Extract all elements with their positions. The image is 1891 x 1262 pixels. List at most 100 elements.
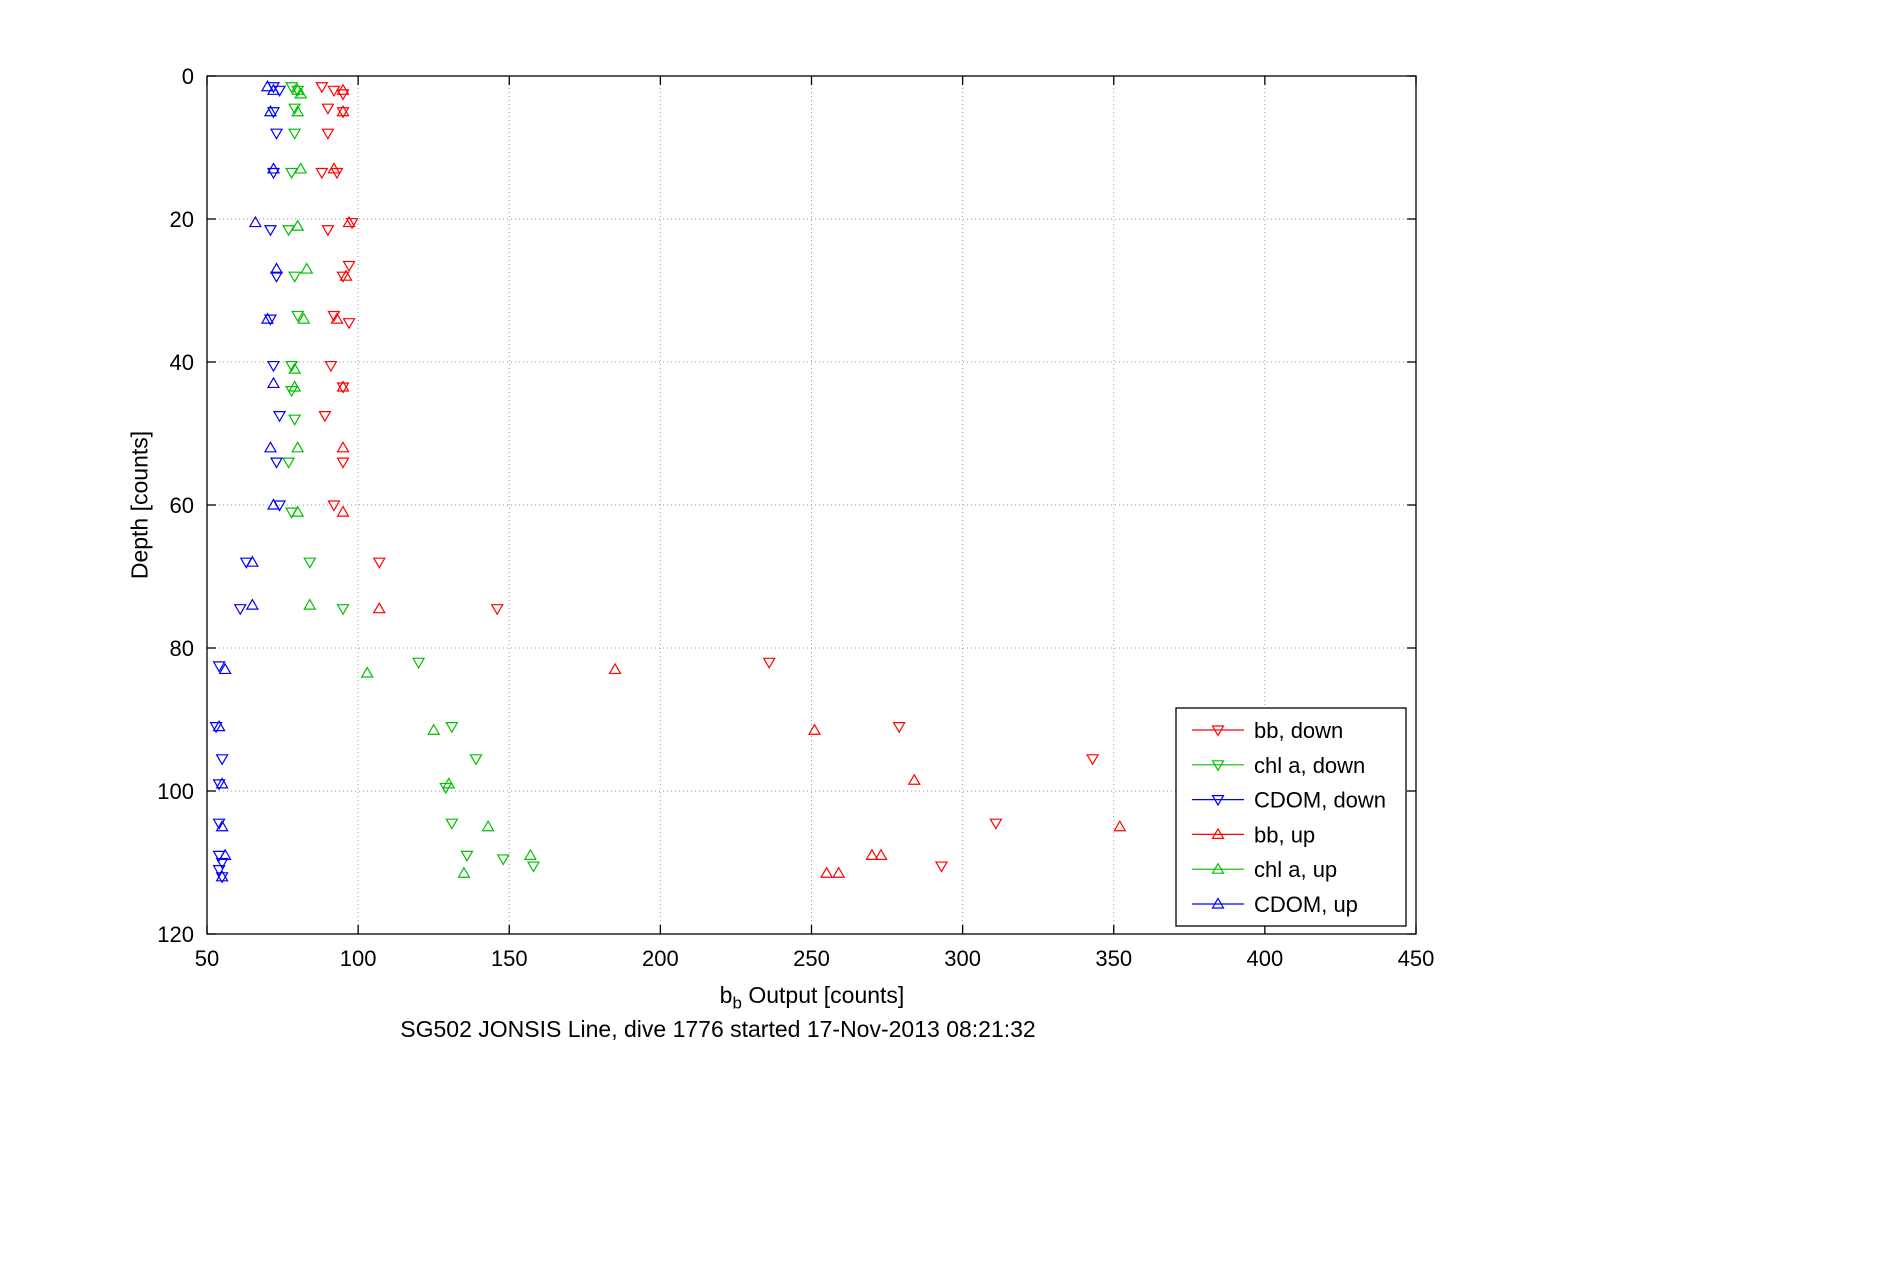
x-axis-label-rest: Output [counts]	[741, 982, 905, 1008]
series-bb-up	[327, 83, 1127, 878]
legend-label: CDOM, down	[1254, 788, 1386, 813]
data-point-marker	[372, 557, 386, 569]
data-point-marker	[272, 411, 287, 423]
data-point-marker	[608, 662, 622, 675]
data-point-marker	[989, 818, 1003, 830]
data-point-marker	[445, 722, 459, 734]
legend-label: bb, up	[1254, 822, 1315, 847]
series-chl-a-up	[288, 83, 537, 878]
legend-label: CDOM, up	[1254, 892, 1358, 917]
x-axis-label-subscript: b	[732, 993, 742, 1013]
data-point-marker	[269, 271, 284, 283]
data-point-marker	[336, 380, 350, 392]
data-point-marker	[291, 505, 305, 517]
data-point-marker	[481, 820, 495, 832]
data-point-marker	[907, 773, 921, 785]
data-point-marker	[327, 310, 341, 323]
legend-label: chl a, up	[1254, 857, 1337, 882]
data-point-marker	[1211, 827, 1225, 840]
data-point-marker	[1211, 897, 1225, 909]
data-point-marker	[215, 857, 229, 870]
data-point-marker	[212, 779, 226, 791]
data-point-marker	[321, 225, 335, 237]
data-point-marker	[336, 441, 350, 453]
data-point-marker	[291, 105, 305, 117]
data-point-marker	[218, 848, 232, 860]
data-point-marker	[336, 83, 350, 95]
data-point-marker	[342, 215, 356, 228]
data-point-marker	[294, 87, 308, 99]
y-tick-label: 40	[170, 350, 194, 375]
data-point-marker	[460, 850, 474, 863]
data-point-marker	[218, 662, 232, 675]
data-point-marker	[820, 866, 834, 878]
data-point-marker	[303, 557, 317, 569]
gridlines	[207, 76, 1416, 934]
data-point-marker	[807, 723, 822, 735]
data-point-marker	[832, 866, 846, 878]
data-point-marker	[762, 657, 776, 669]
data-point-marker	[291, 219, 305, 231]
data-point-marker	[321, 103, 335, 115]
data-point-marker	[327, 500, 341, 512]
data-point-marker	[215, 870, 229, 882]
x-tick-label: 100	[340, 946, 377, 971]
data-point-marker	[345, 217, 359, 230]
data-point-marker	[874, 848, 888, 860]
data-point-marker	[263, 105, 278, 117]
series-cdom-up	[212, 80, 284, 882]
data-point-marker	[266, 83, 281, 95]
data-point-marker	[285, 82, 299, 94]
data-point-marker	[336, 457, 350, 469]
data-point-marker	[1211, 862, 1225, 874]
data-point-marker	[490, 604, 504, 616]
data-point-marker	[523, 848, 537, 860]
x-tick-label: 150	[491, 946, 528, 971]
data-point-marker	[300, 262, 314, 274]
data-point-marker	[457, 866, 471, 878]
data-point-marker	[215, 872, 229, 884]
data-point-marker	[263, 225, 278, 237]
data-point-marker	[212, 818, 226, 830]
legend-box	[1175, 707, 1407, 927]
data-point-marker	[269, 457, 284, 469]
y-tick-label: 20	[170, 207, 194, 232]
data-point-marker	[412, 657, 426, 669]
data-point-marker	[288, 128, 302, 140]
y-tick-label: 120	[157, 922, 194, 947]
data-point-marker	[209, 722, 223, 734]
x-tick-label: 200	[642, 946, 679, 971]
data-point-marker	[215, 754, 229, 766]
data-point-marker	[321, 128, 335, 140]
data-point-marker	[865, 848, 879, 860]
data-point-marker	[372, 601, 386, 614]
tick-marks	[206, 75, 1417, 935]
data-point-marker	[291, 310, 305, 323]
data-point-marker	[269, 262, 284, 274]
data-point-marker	[336, 107, 350, 119]
data-point-marker	[291, 441, 305, 453]
x-tick-label: 350	[1095, 946, 1132, 971]
series-cdom-down	[209, 82, 287, 884]
data-point-marker	[212, 661, 226, 673]
x-tick-label: 400	[1247, 946, 1284, 971]
data-point-marker	[336, 604, 350, 616]
x-tick-label: 50	[195, 946, 219, 971]
data-point-marker	[266, 107, 281, 119]
x-axis-label: bb Output [counts]	[720, 982, 905, 1014]
data-point-marker	[469, 754, 483, 766]
data-point-marker	[1211, 794, 1225, 807]
data-point-marker	[288, 103, 302, 115]
data-point-marker	[339, 269, 353, 281]
data-point-marker	[360, 666, 374, 678]
data-point-marker	[336, 382, 350, 394]
data-point-marker	[245, 555, 259, 567]
data-point-marker	[327, 162, 341, 174]
data-point-marker	[260, 312, 274, 324]
data-point-marker	[315, 167, 329, 180]
data-point-marker	[266, 162, 281, 174]
series-bb-down	[315, 82, 1100, 873]
data-point-marker	[427, 723, 441, 735]
data-point-marker	[291, 85, 305, 97]
data-point-marker	[330, 312, 344, 324]
